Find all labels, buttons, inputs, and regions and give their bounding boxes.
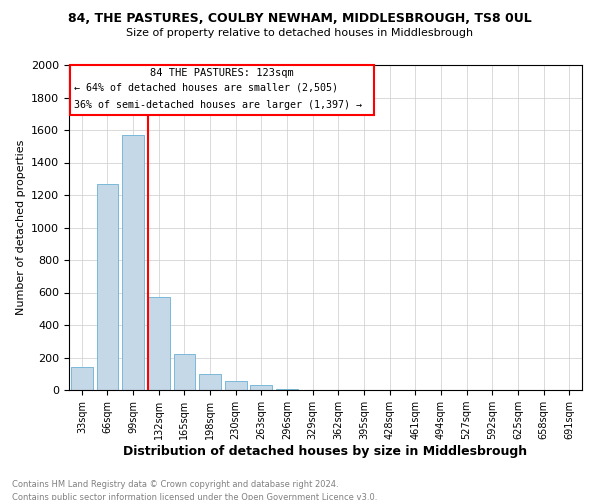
Text: Contains public sector information licensed under the Open Government Licence v3: Contains public sector information licen… bbox=[12, 492, 377, 500]
Bar bbox=[148, 298, 170, 390]
Text: ← 64% of detached houses are smaller (2,505): ← 64% of detached houses are smaller (2,… bbox=[74, 82, 338, 92]
Text: 84 THE PASTURES: 123sqm: 84 THE PASTURES: 123sqm bbox=[151, 68, 294, 78]
Bar bbox=[97, 184, 118, 390]
Bar bbox=[71, 367, 93, 390]
Text: Size of property relative to detached houses in Middlesbrough: Size of property relative to detached ho… bbox=[127, 28, 473, 38]
Bar bbox=[250, 385, 272, 390]
Bar bbox=[173, 354, 196, 390]
Bar bbox=[122, 135, 144, 390]
FancyBboxPatch shape bbox=[70, 65, 374, 114]
Y-axis label: Number of detached properties: Number of detached properties bbox=[16, 140, 26, 315]
X-axis label: Distribution of detached houses by size in Middlesbrough: Distribution of detached houses by size … bbox=[124, 445, 527, 458]
Text: 84, THE PASTURES, COULBY NEWHAM, MIDDLESBROUGH, TS8 0UL: 84, THE PASTURES, COULBY NEWHAM, MIDDLES… bbox=[68, 12, 532, 26]
Bar bbox=[199, 374, 221, 390]
Text: Contains HM Land Registry data © Crown copyright and database right 2024.: Contains HM Land Registry data © Crown c… bbox=[12, 480, 338, 489]
Bar bbox=[225, 381, 247, 390]
Bar bbox=[276, 389, 298, 390]
Text: 36% of semi-detached houses are larger (1,397) →: 36% of semi-detached houses are larger (… bbox=[74, 100, 362, 110]
